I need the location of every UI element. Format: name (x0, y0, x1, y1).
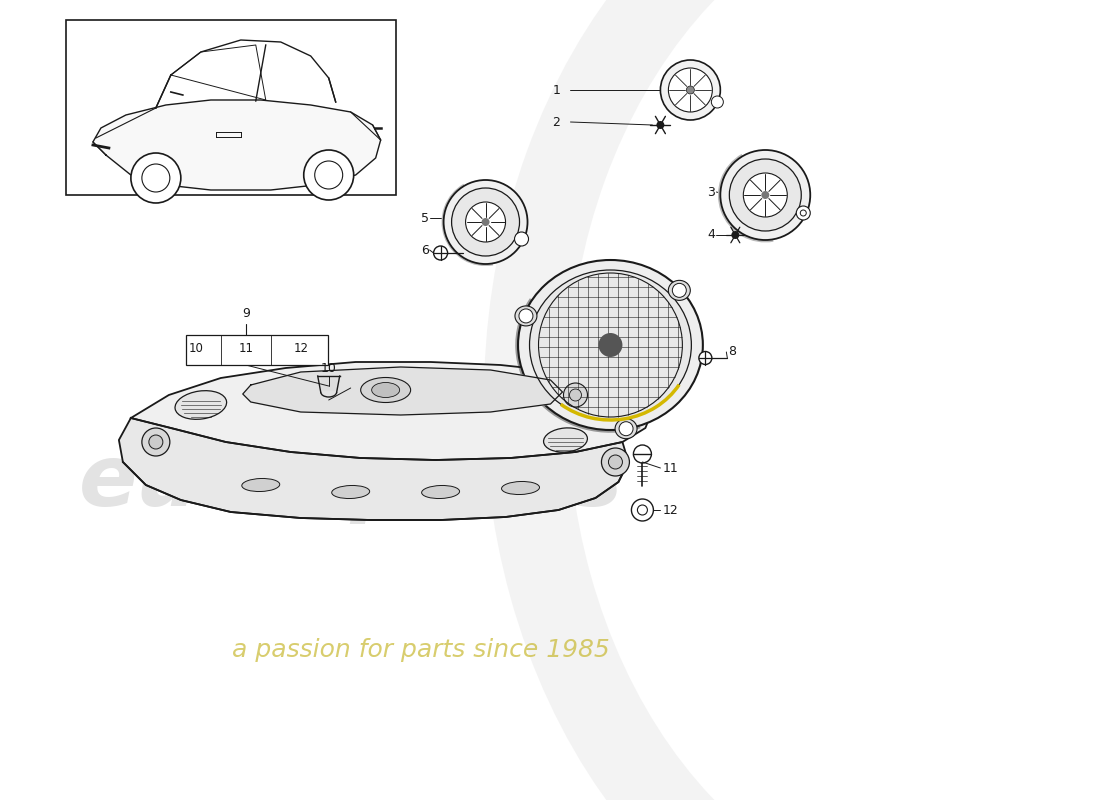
Ellipse shape (421, 486, 460, 498)
Ellipse shape (669, 280, 691, 300)
Circle shape (796, 206, 811, 220)
Ellipse shape (332, 486, 370, 498)
Circle shape (712, 96, 724, 108)
Circle shape (443, 180, 528, 264)
Text: 11: 11 (239, 342, 253, 355)
Circle shape (602, 448, 629, 476)
Text: 1: 1 (552, 83, 561, 97)
Text: 7: 7 (528, 303, 536, 317)
Circle shape (660, 60, 720, 120)
Circle shape (634, 445, 651, 463)
Circle shape (304, 150, 354, 200)
Circle shape (482, 218, 490, 226)
Circle shape (698, 351, 712, 365)
Circle shape (619, 422, 634, 436)
Text: 5: 5 (420, 211, 429, 225)
Ellipse shape (361, 378, 410, 402)
Circle shape (720, 150, 811, 240)
Text: 9: 9 (242, 307, 250, 320)
Polygon shape (131, 362, 652, 460)
Circle shape (801, 210, 806, 216)
Circle shape (672, 283, 686, 298)
Circle shape (732, 231, 739, 239)
Circle shape (729, 159, 801, 231)
Circle shape (563, 383, 587, 407)
Text: 10: 10 (188, 342, 204, 355)
Ellipse shape (515, 306, 537, 326)
Circle shape (608, 455, 623, 469)
Text: 10: 10 (321, 362, 337, 375)
Text: 2: 2 (552, 115, 561, 129)
Bar (186, 335, 328, 365)
Text: 8: 8 (728, 346, 736, 358)
Ellipse shape (242, 478, 279, 491)
Text: 12: 12 (294, 342, 308, 355)
Circle shape (519, 309, 532, 323)
Text: 12: 12 (662, 503, 678, 517)
Polygon shape (243, 367, 562, 415)
Text: 11: 11 (662, 462, 678, 474)
Text: 4: 4 (707, 229, 715, 242)
Circle shape (744, 173, 788, 217)
Circle shape (148, 435, 163, 449)
Circle shape (686, 86, 694, 94)
Circle shape (669, 68, 713, 112)
Circle shape (315, 161, 343, 189)
Text: 6: 6 (420, 243, 429, 257)
Ellipse shape (543, 428, 587, 452)
Circle shape (131, 153, 180, 203)
Text: a passion for parts since 1985: a passion for parts since 1985 (232, 638, 609, 662)
Ellipse shape (502, 482, 539, 494)
Ellipse shape (529, 270, 692, 420)
Circle shape (142, 164, 169, 192)
Text: eurosparés: eurosparés (78, 437, 623, 523)
Ellipse shape (615, 418, 637, 438)
Ellipse shape (175, 390, 227, 419)
Circle shape (637, 505, 648, 515)
Ellipse shape (372, 382, 399, 398)
Circle shape (142, 428, 169, 456)
Circle shape (433, 246, 448, 260)
Text: 3: 3 (707, 186, 715, 198)
Circle shape (657, 121, 664, 129)
Ellipse shape (518, 260, 703, 430)
Polygon shape (119, 418, 628, 520)
Circle shape (570, 389, 582, 401)
Circle shape (761, 191, 769, 199)
Polygon shape (92, 100, 381, 190)
Circle shape (515, 232, 528, 246)
Circle shape (452, 188, 519, 256)
Circle shape (465, 202, 506, 242)
Bar (66, 20, 396, 195)
Circle shape (631, 499, 653, 521)
Circle shape (598, 333, 623, 357)
